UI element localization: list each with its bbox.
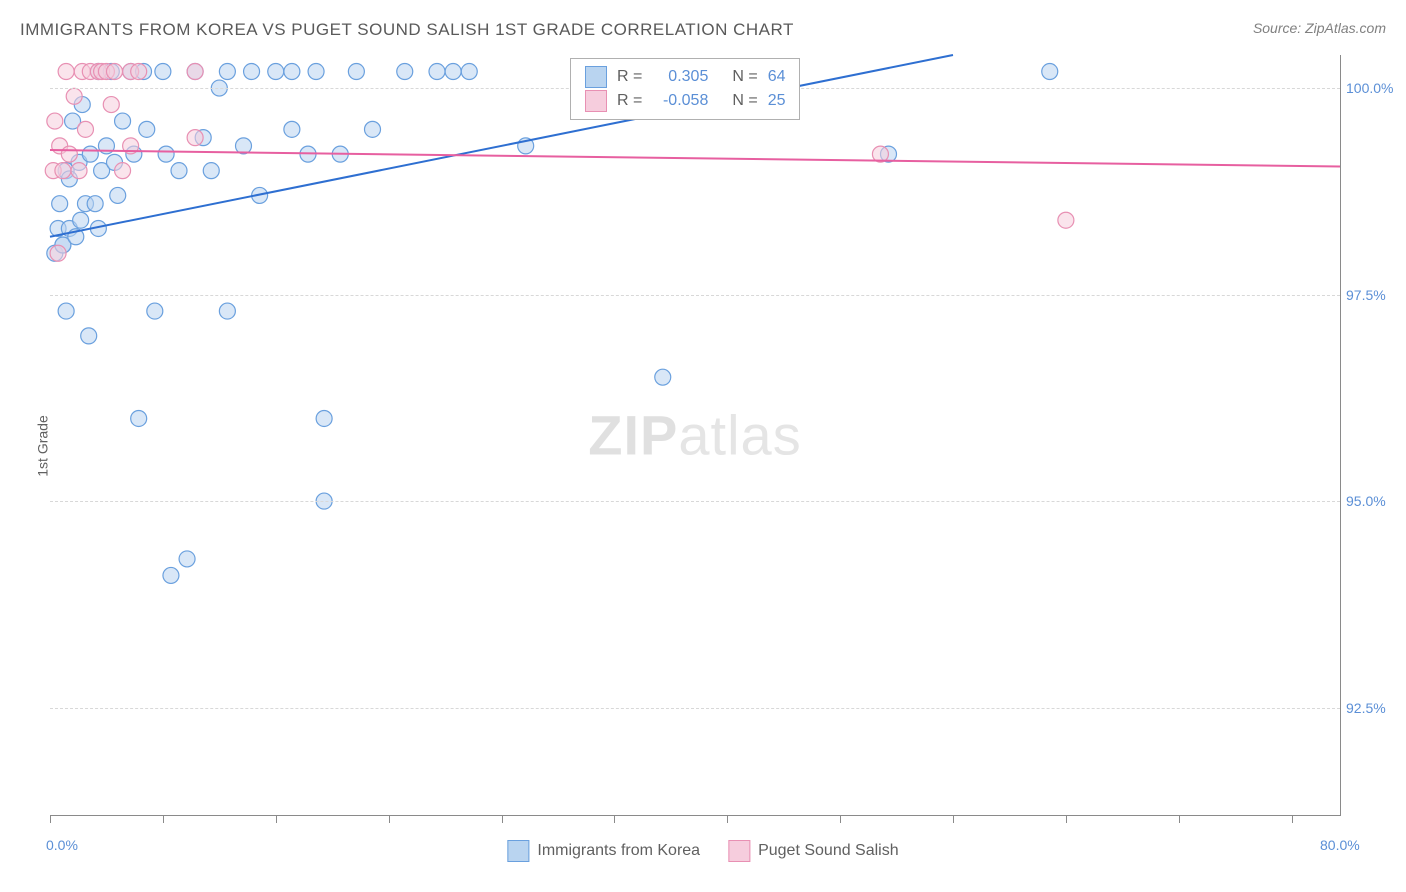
data-point [203,163,219,179]
data-point [244,64,260,80]
data-point [171,163,187,179]
data-point [445,64,461,80]
legend-r-label: R = [617,92,642,110]
x-tick [1179,815,1180,823]
data-point [268,64,284,80]
y-tick-label: 95.0% [1346,493,1406,509]
x-tick-label-min: 0.0% [46,837,78,853]
legend-r-value: 0.305 [652,68,708,86]
legend-n-label: N = [732,92,757,110]
data-point [284,121,300,137]
legend-r-value: -0.058 [652,92,708,110]
data-point [61,146,77,162]
legend-n-label: N = [732,68,757,86]
data-point [82,146,98,162]
data-point [308,64,324,80]
data-point [66,88,82,104]
y-tick-label: 100.0% [1346,80,1406,96]
data-point [365,121,381,137]
gridline-h [50,501,1340,502]
data-point [187,130,203,146]
x-tick-label-max: 80.0% [1320,837,1360,853]
series-legend-label: Immigrants from Korea [537,842,700,860]
data-point [655,369,671,385]
legend-swatch [507,840,529,862]
data-point [219,303,235,319]
x-tick [276,815,277,823]
data-point [187,64,203,80]
data-point [429,64,445,80]
legend-n-value: 64 [768,68,786,86]
y-tick-label: 97.5% [1346,287,1406,303]
data-point [81,328,97,344]
x-tick [953,815,954,823]
data-point [71,163,87,179]
data-point [131,64,147,80]
data-point [461,64,477,80]
chart-title: IMMIGRANTS FROM KOREA VS PUGET SOUND SAL… [20,20,794,40]
plot-area: ZIPatlas 92.5%95.0%97.5%100.0% [50,55,1341,816]
legend-swatch [585,90,607,112]
series-legend-item: Immigrants from Korea [507,840,700,862]
data-point [107,64,123,80]
correlation-legend: R = 0.305 N = 64 R = -0.058 N = 25 [570,58,800,120]
data-point [1042,64,1058,80]
series-legend: Immigrants from Korea Puget Sound Salish [507,840,898,862]
gridline-h [50,708,1340,709]
data-point [284,64,300,80]
data-point [77,121,93,137]
data-point [397,64,413,80]
x-tick [1066,815,1067,823]
data-point [316,410,332,426]
chart-svg [50,55,1340,815]
data-point [1058,212,1074,228]
data-point [131,410,147,426]
data-point [110,187,126,203]
data-point [52,196,68,212]
data-point [115,163,131,179]
y-axis-label: 1st Grade [35,415,51,476]
x-tick [614,815,615,823]
data-point [179,551,195,567]
data-point [73,212,89,228]
series-legend-label: Puget Sound Salish [758,842,899,860]
x-tick [389,815,390,823]
data-point [55,163,71,179]
trend-line [50,55,953,237]
data-point [103,97,119,113]
x-tick [502,815,503,823]
legend-swatch [585,66,607,88]
data-point [50,245,66,261]
series-legend-item: Puget Sound Salish [728,840,899,862]
data-point [139,121,155,137]
data-point [47,113,63,129]
data-point [58,64,74,80]
legend-swatch [728,840,750,862]
data-point [115,113,131,129]
legend-n-value: 25 [768,92,786,110]
x-tick [50,815,51,823]
legend-r-label: R = [617,68,642,86]
data-point [348,64,364,80]
y-tick-label: 92.5% [1346,700,1406,716]
x-tick [840,815,841,823]
data-point [158,146,174,162]
x-tick [727,815,728,823]
legend-row: R = 0.305 N = 64 [585,65,785,89]
x-tick [163,815,164,823]
data-point [147,303,163,319]
data-point [87,196,103,212]
gridline-h [50,295,1340,296]
source-text: Source: ZipAtlas.com [1253,20,1386,36]
data-point [58,303,74,319]
data-point [163,567,179,583]
data-point [219,64,235,80]
data-point [155,64,171,80]
x-tick [1292,815,1293,823]
trend-line [50,150,1340,167]
legend-row: R = -0.058 N = 25 [585,89,785,113]
